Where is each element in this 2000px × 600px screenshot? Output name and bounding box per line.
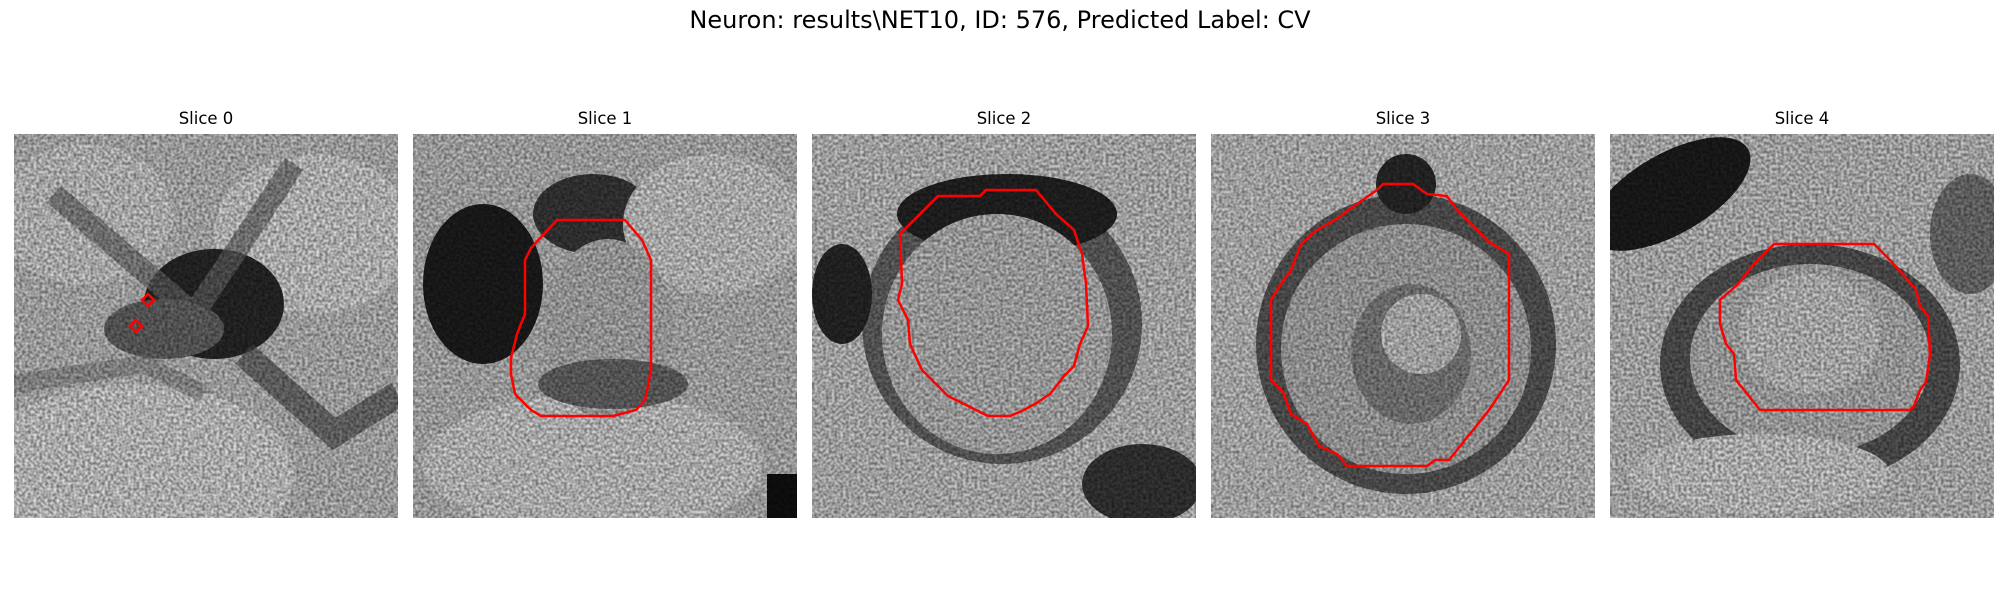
slice-0-title: Slice 0 [178,109,234,128]
slice-3-title: Slice 3 [1375,109,1431,128]
slice-4-title: Slice 4 [1774,109,1830,128]
slice-0-image [14,134,398,518]
slice-2-panel [812,134,1196,518]
slice-4-image [1610,134,1994,518]
slice-0-contour-b [128,318,144,334]
slice-1-panel [413,134,797,518]
slice-0-panel [14,134,398,518]
slice-0-contour-a [140,292,156,308]
slice-4-panel [1610,134,1994,518]
slice-4-contour [1718,242,1932,412]
slice-2-title: Slice 2 [976,109,1032,128]
slice-3-image [1211,134,1595,518]
slice-2-image [812,134,1196,518]
figure-title: Neuron: results\NET10, ID: 576, Predicte… [689,6,1311,34]
slice-3-panel [1211,134,1595,518]
slice-1-image [413,134,797,518]
slice-1-contour [509,218,653,418]
slice-3-contour [1269,182,1511,468]
slice-2-contour [896,188,1090,418]
slice-1-title: Slice 1 [577,109,633,128]
